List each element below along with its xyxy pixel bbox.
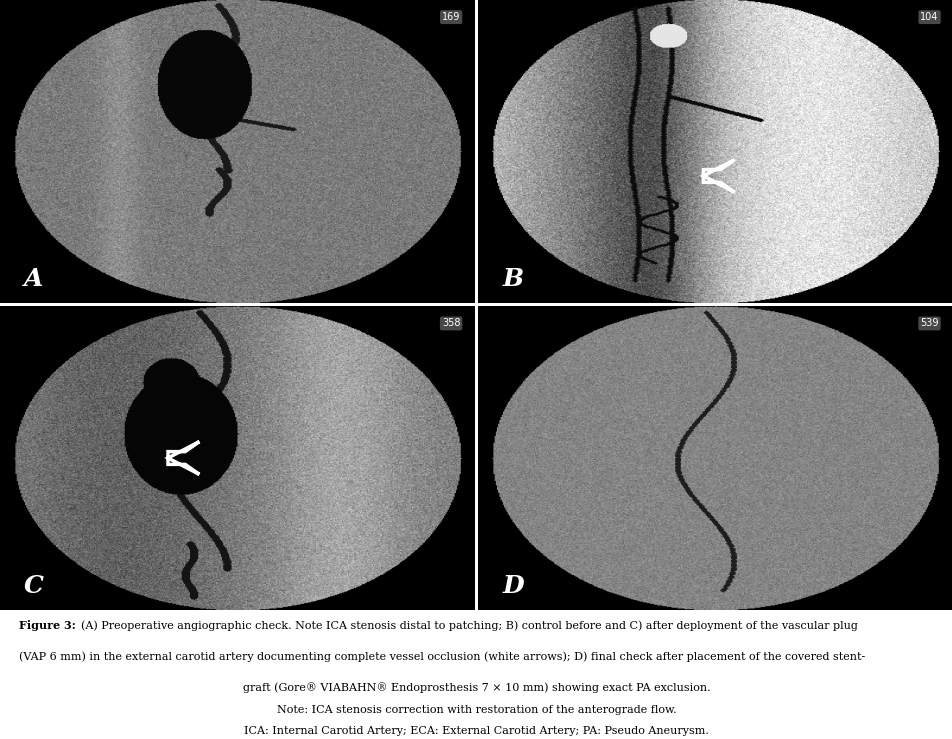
Text: (VAP 6 mm) in the external carotid artery documenting complete vessel occlusion : (VAP 6 mm) in the external carotid arter… bbox=[19, 651, 864, 661]
Text: C: C bbox=[24, 573, 44, 598]
Text: B: B bbox=[502, 268, 523, 291]
Text: ICA: Internal Carotid Artery; ECA: External Carotid Artery; PA: Pseudo Aneurysm.: ICA: Internal Carotid Artery; ECA: Exter… bbox=[244, 726, 708, 736]
Text: graft (Gore® VIABAHN® Endoprosthesis 7 × 10 mm) showing exact PA exclusion.: graft (Gore® VIABAHN® Endoprosthesis 7 ×… bbox=[243, 682, 709, 693]
Text: 539: 539 bbox=[920, 319, 938, 328]
Text: D: D bbox=[502, 573, 524, 598]
Text: 169: 169 bbox=[442, 12, 460, 22]
Text: Note: ICA stenosis correction with restoration of the anterograde flow.: Note: ICA stenosis correction with resto… bbox=[276, 705, 676, 715]
Text: Figure 3:: Figure 3: bbox=[19, 620, 76, 631]
Text: 104: 104 bbox=[920, 12, 938, 22]
Text: (A) Preoperative angiographic check. Note ICA stenosis distal to patching; B) co: (A) Preoperative angiographic check. Not… bbox=[81, 620, 857, 630]
Text: 358: 358 bbox=[442, 319, 460, 328]
Text: A: A bbox=[24, 268, 43, 291]
